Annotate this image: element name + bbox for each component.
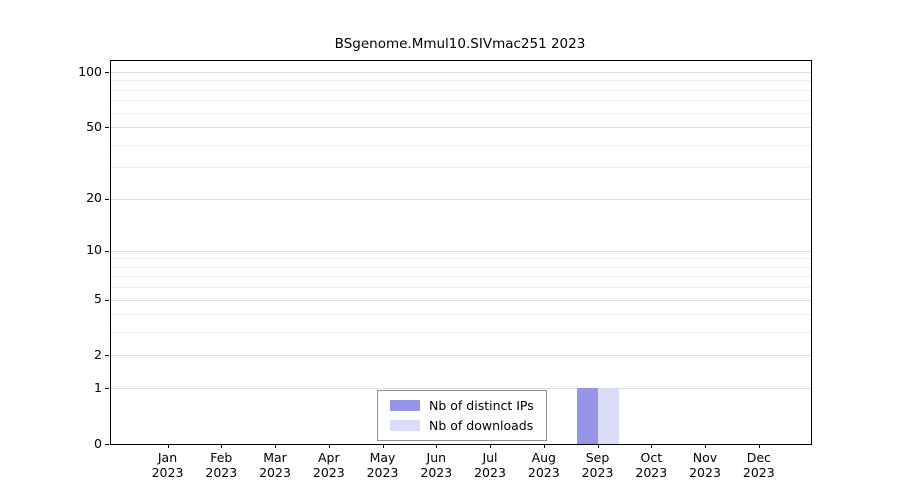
y-tick-label: 5 <box>94 291 102 307</box>
legend-swatch-downloads <box>390 420 420 431</box>
y-tick <box>105 72 109 73</box>
x-tick-label-month: Aug <box>531 450 556 465</box>
x-tick-label-year: 2023 <box>420 465 453 480</box>
x-tick-label-month: Jul <box>482 450 498 465</box>
gridline <box>111 89 811 91</box>
bar-distinct-ips <box>576 388 598 444</box>
x-tick-label-month: Apr <box>317 450 340 465</box>
gridline <box>111 266 811 268</box>
y-tick <box>105 388 109 390</box>
y-tick <box>105 299 109 301</box>
gridline <box>111 355 811 357</box>
x-tick <box>490 444 491 448</box>
gridline <box>111 276 811 278</box>
x-tick <box>597 444 599 448</box>
y-tick-label: 50 <box>86 118 102 134</box>
y-tick <box>105 127 109 129</box>
plot-area <box>110 60 812 445</box>
x-tick-label-month: Mar <box>263 450 287 465</box>
gridline <box>111 299 811 301</box>
gridline <box>111 112 811 114</box>
x-tick-label-month: Oct <box>640 450 663 465</box>
y-tick-label: 2 <box>94 346 102 362</box>
x-tick-label-month: Dec <box>746 450 771 465</box>
gridline <box>111 388 811 390</box>
x-tick-label-year: 2023 <box>742 465 775 480</box>
x-tick-label-month: May <box>369 450 396 465</box>
gridline <box>111 100 811 102</box>
y-tick <box>105 444 109 445</box>
x-tick-label-month: Jan <box>157 450 178 465</box>
x-tick <box>758 444 760 448</box>
x-tick <box>328 444 330 448</box>
legend-swatch-distinct-ips <box>390 400 420 411</box>
gridline <box>111 198 811 200</box>
x-tick <box>705 444 706 448</box>
x-tick <box>651 444 653 448</box>
x-tick-label-year: 2023 <box>259 465 291 480</box>
gridline <box>111 72 811 73</box>
legend-item-downloads: Nb of downloads <box>390 418 534 433</box>
x-tick-label-year: 2023 <box>312 465 345 480</box>
gridline <box>111 127 811 129</box>
bar-downloads <box>597 388 619 444</box>
gridline <box>111 287 811 289</box>
x-tick-label-year: 2023 <box>474 465 506 480</box>
gridline <box>111 332 811 334</box>
x-tick-label-year: 2023 <box>581 465 614 480</box>
x-tick <box>382 444 384 448</box>
legend-label-distinct-ips: Nb of distinct IPs <box>429 398 534 413</box>
gridline <box>111 258 811 260</box>
y-tick-label: 100 <box>78 63 102 79</box>
x-tick-label-year: 2023 <box>151 465 184 480</box>
y-tick-label: 1 <box>94 379 102 395</box>
y-tick <box>105 250 109 252</box>
x-tick <box>275 444 276 448</box>
legend-label-downloads: Nb of downloads <box>429 418 534 433</box>
x-tick <box>436 444 438 448</box>
x-tick-label-year: 2023 <box>689 465 721 480</box>
y-tick <box>105 355 109 357</box>
x-tick <box>167 444 169 448</box>
x-tick-label-month: Nov <box>692 450 718 465</box>
y-tick-label: 10 <box>86 242 102 258</box>
gridline <box>111 167 811 169</box>
x-tick-label-year: 2023 <box>366 465 399 480</box>
legend-item-distinct-ips: Nb of distinct IPs <box>390 398 534 413</box>
y-tick <box>105 198 109 200</box>
x-tick-label-month: Jun <box>426 450 447 465</box>
gridline <box>111 250 811 252</box>
gridline <box>111 314 811 316</box>
x-tick <box>221 444 223 448</box>
x-tick-label-year: 2023 <box>205 465 238 480</box>
y-tick-label: 20 <box>86 190 102 206</box>
y-tick-label: 0 <box>94 435 102 451</box>
x-tick <box>543 444 545 448</box>
x-tick-label-year: 2023 <box>635 465 668 480</box>
x-tick-label-month: Feb <box>210 450 233 465</box>
gridline <box>111 80 811 82</box>
legend: Nb of distinct IPs Nb of downloads <box>377 390 547 441</box>
x-tick-label-year: 2023 <box>527 465 560 480</box>
x-tick-label-month: Sep <box>585 450 610 465</box>
chart-title: BSgenome.Mmul10.SIVmac251 2023 <box>334 36 586 52</box>
gridline <box>111 144 811 146</box>
